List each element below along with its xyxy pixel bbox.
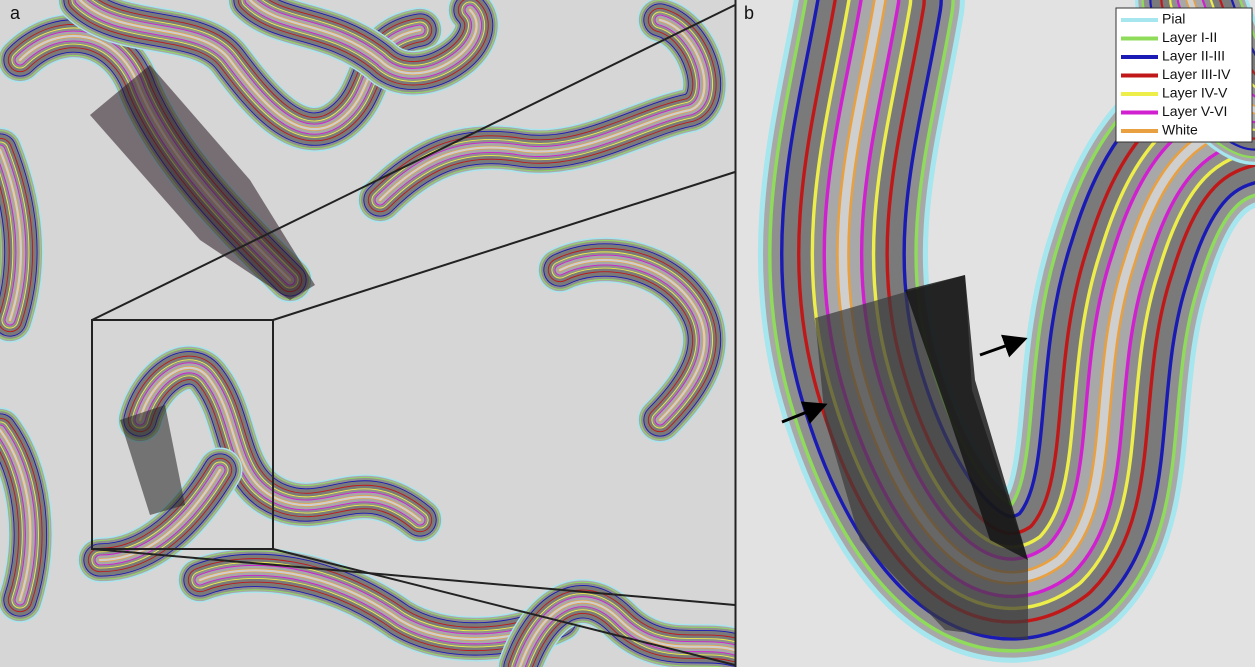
legend-label: Layer I-II: [1162, 29, 1217, 45]
figure: a b Pial Layer I-II Layer II-III Layer III-…: [0, 0, 1255, 667]
panel-label: b: [744, 3, 754, 23]
legend-label: Layer IV-V: [1162, 85, 1228, 101]
legend-label: Pial: [1162, 11, 1185, 27]
legend-label: Layer V-VI: [1162, 103, 1227, 119]
legend-label: Layer III-IV: [1162, 66, 1231, 82]
legend-label: Layer II-III: [1162, 48, 1225, 64]
panel-label: a: [10, 3, 21, 23]
legend-label: White: [1162, 122, 1198, 138]
